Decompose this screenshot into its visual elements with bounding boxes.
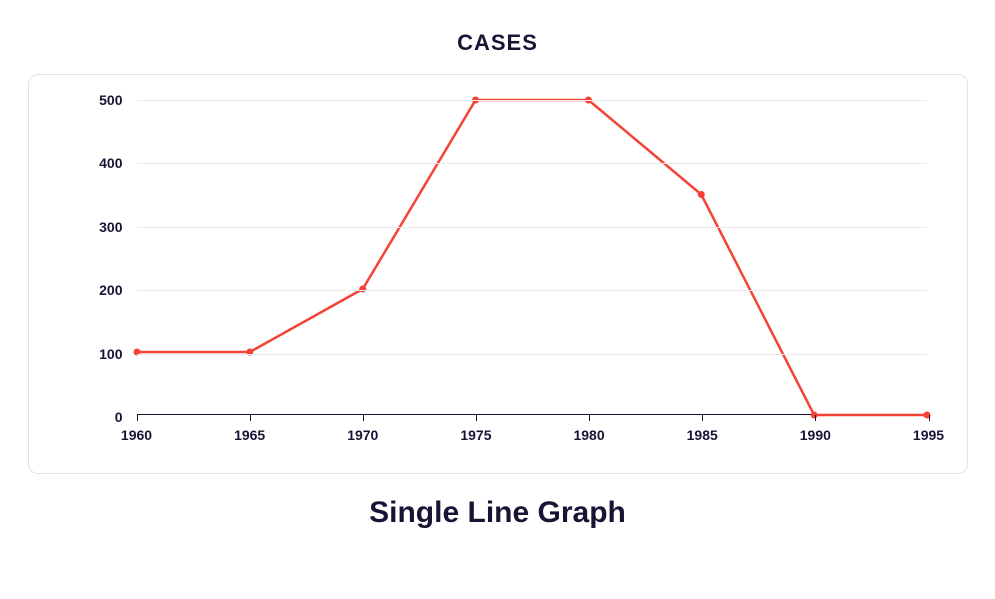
x-tick [250, 415, 251, 421]
x-tick-label: 1970 [347, 427, 378, 443]
y-tick-label: 0 [89, 409, 123, 425]
plot-area: 0100200300400500196019651970197519801985… [137, 100, 927, 415]
x-tick [929, 415, 930, 421]
y-tick-label: 400 [89, 155, 123, 171]
x-tick [702, 415, 703, 421]
line-series-svg [137, 100, 927, 415]
gridline [137, 290, 927, 291]
x-tick-label: 1975 [460, 427, 491, 443]
y-tick-label: 500 [89, 92, 123, 108]
x-tick [363, 415, 364, 421]
x-tick [476, 415, 477, 421]
gridline [137, 227, 927, 228]
x-tick [815, 415, 816, 421]
chart-caption: Single Line Graph [369, 496, 626, 530]
chart-box: 0 100 200 300 400 500 1960 1965 1970 1975 1980 1985… [28, 74, 968, 474]
data-point [359, 286, 366, 293]
data-line [137, 100, 927, 415]
y-tick-label: 300 [89, 219, 123, 235]
x-tick-label: 1980 [573, 427, 604, 443]
x-tick-label: 1960 [121, 427, 152, 443]
chart-container: CASES 0 100 200 300 400 500 1960 1965 1970 1975 19… [0, 0, 995, 599]
x-tick-label: 1995 [913, 427, 944, 443]
y-tick-label: 100 [89, 346, 123, 362]
gridline [137, 354, 927, 355]
y-tick-label: 200 [89, 282, 123, 298]
x-tick-label: 1965 [234, 427, 265, 443]
x-tick [137, 415, 138, 421]
x-tick-label: 1985 [687, 427, 718, 443]
x-tick-label: 1990 [800, 427, 831, 443]
x-tick [589, 415, 590, 421]
data-point [697, 191, 704, 198]
chart-title: CASES [457, 30, 538, 56]
gridline [137, 100, 927, 101]
gridline [137, 163, 927, 164]
